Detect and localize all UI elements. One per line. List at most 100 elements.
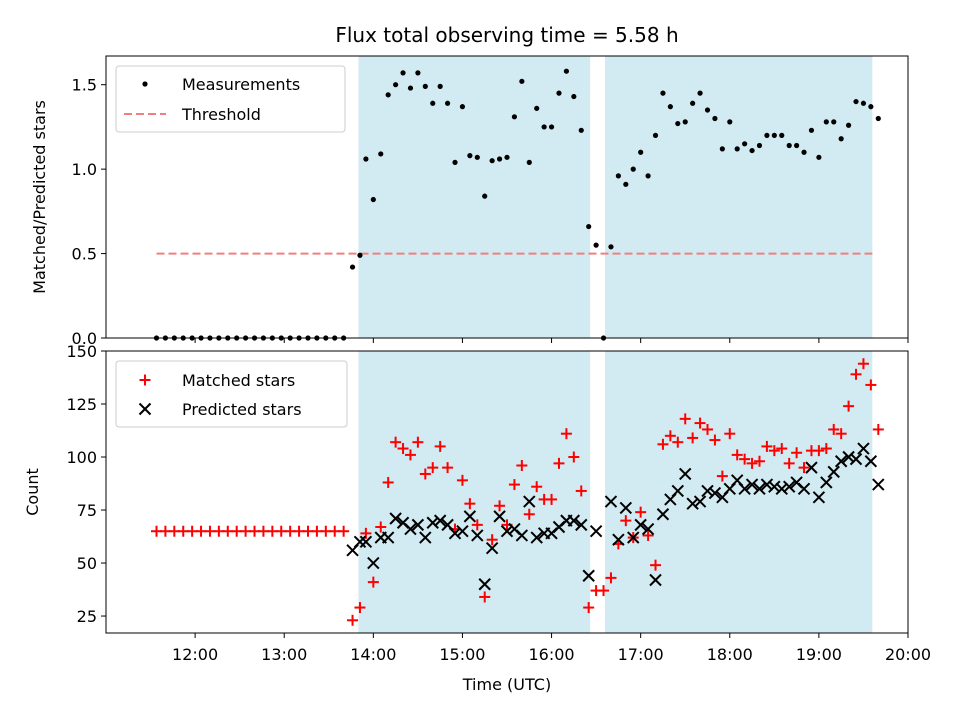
predicted-star-point [738,482,751,496]
matched-star-point [560,428,572,440]
bottom-xtick-label: 12:00 [172,645,218,664]
matched-star-point [687,432,699,444]
measurement-point [511,114,518,120]
predicted-star-point [381,531,395,544]
bottom-xtick-label: 18:00 [707,645,753,664]
predicted-star-point [693,495,707,508]
measurement-point [801,149,807,155]
measurement-point [794,142,800,149]
measurement-point [853,98,859,105]
matched-star-point [347,614,359,626]
matched-star-point [702,423,713,435]
top-ytick-label: 0.0 [72,329,97,348]
matched-star-point [716,470,728,482]
matched-star-point [479,591,491,603]
measurement-point [378,151,384,157]
measurement-point [393,82,399,88]
measurement-point [578,127,584,133]
predicted-star-point [419,531,432,544]
measurement-point [452,159,458,165]
bottom-ylabel: Count [23,468,42,516]
bottom-ytick-label: 50 [77,554,97,573]
bottom-xtick-label: 15:00 [439,645,485,664]
measurement-point [652,132,659,138]
measurement-point [623,181,629,187]
matched-star-point [657,438,669,450]
bottom-ytick-label: 150 [66,342,97,361]
measurement-point [838,136,844,142]
measurement-point [816,154,822,160]
measurement-point [697,90,703,96]
predicted-star-point [649,573,662,587]
predicted-star-point [404,522,417,536]
predicted-star-point [515,529,529,542]
measurement-point [400,70,406,76]
matched-star-point [798,462,810,474]
measurement-point [667,104,673,110]
predicted-star-point [745,478,759,491]
predicted-star-point [656,508,670,521]
bottom-xtick-label: 20:00 [885,645,931,664]
matched-star-point [367,576,379,588]
measurement-point [571,93,577,100]
measurement-point [779,132,785,138]
bottom-legend-box [115,360,348,428]
bottom-xtick-label: 17:00 [618,645,664,664]
bottom-xtick-label: 13:00 [261,645,307,664]
matched-star-point [872,423,884,435]
bottom-xtick-label: 14:00 [350,645,396,664]
measurement-point [437,83,443,89]
predicted-star-point [641,522,655,536]
measurement-point [467,153,473,159]
observing-interval-shade [358,351,591,633]
bottom-ytick-label: 125 [66,395,97,414]
measurement-point [771,132,777,138]
matched-star-point [531,481,543,493]
matched-star-point [664,430,676,442]
matched-star-point [397,443,409,455]
predicted-star-point [753,482,766,496]
measurement-point [489,158,495,164]
measurement-point [675,120,681,127]
matched-star-point [620,515,632,527]
predicted-star-point [456,525,469,538]
measurement-point [586,223,592,230]
bottom-xtick-label: 16:00 [529,645,575,664]
bottom-xtick-label: 19:00 [796,645,842,664]
measurement-point [860,100,867,106]
matched-star-point [427,462,439,474]
legend-measurements-label: Measurements [182,75,300,94]
matched-star-point [568,451,580,463]
matched-star-point [390,436,402,448]
predicted-star-point [448,527,462,540]
measurement-point [786,142,792,149]
matched-star-point [672,436,684,448]
measurement-point [526,159,532,165]
measurement-point [660,90,666,96]
predicted-star-point [627,531,640,544]
legend-threshold-label: Threshold [181,105,261,124]
matched-star-point [404,449,416,461]
predicted-star-point [701,484,714,498]
predicted-star-point [426,516,439,529]
measurement-point [608,244,614,250]
matched-star-point [709,434,721,446]
matched-star-point [820,443,832,455]
predicted-star-point [530,531,543,544]
predicted-star-point [389,512,402,525]
predicted-star-point [589,525,603,538]
predicted-star-point [359,535,373,549]
matched-star-point [813,445,825,457]
predicted-star-point [500,525,514,538]
predicted-star-point [782,480,796,493]
legend-predicted-label: Predicted stars [182,400,302,419]
predicted-star-point [820,476,833,489]
measurement-point [556,90,562,96]
measurement-point [756,142,763,149]
chart-title: Flux total observing time = 5.58 h [335,23,678,47]
measurement-point [690,100,696,106]
measurement-point [845,122,852,128]
measurement-point [875,115,881,122]
measurement-point [357,252,363,258]
predicted-star-point [842,450,855,464]
